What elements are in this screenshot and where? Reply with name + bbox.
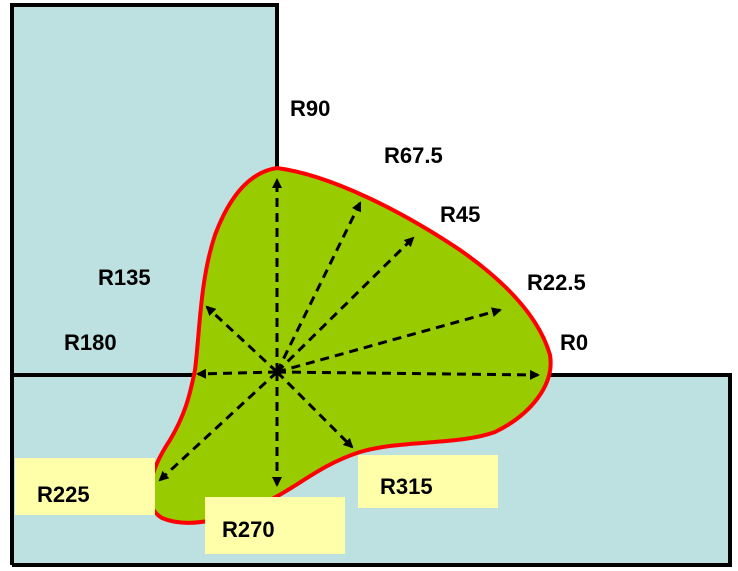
arrow-r22-5 (276, 307, 502, 374)
arrow-r225 (158, 370, 279, 482)
label: R135 (98, 265, 151, 290)
label: R180 (64, 330, 117, 355)
label: R270 (222, 517, 275, 542)
label: R225 (37, 482, 90, 507)
arrows (158, 178, 540, 487)
arrow-r0 (276, 369, 540, 380)
label: R45 (440, 202, 480, 227)
label: R22.5 (527, 270, 586, 295)
arrow-r180 (196, 368, 278, 379)
arrow-r315 (275, 370, 354, 449)
arrow-r135 (205, 305, 279, 374)
label-box (358, 455, 498, 508)
arrow-r67-5 (275, 201, 362, 373)
label: R90 (290, 96, 330, 121)
label: R67.5 (384, 143, 443, 168)
label: R0 (560, 330, 588, 355)
label-box (205, 497, 345, 554)
arrow-r45 (275, 236, 415, 374)
label-box (15, 458, 155, 515)
weld-profile (147, 165, 553, 525)
label: R315 (380, 474, 433, 499)
